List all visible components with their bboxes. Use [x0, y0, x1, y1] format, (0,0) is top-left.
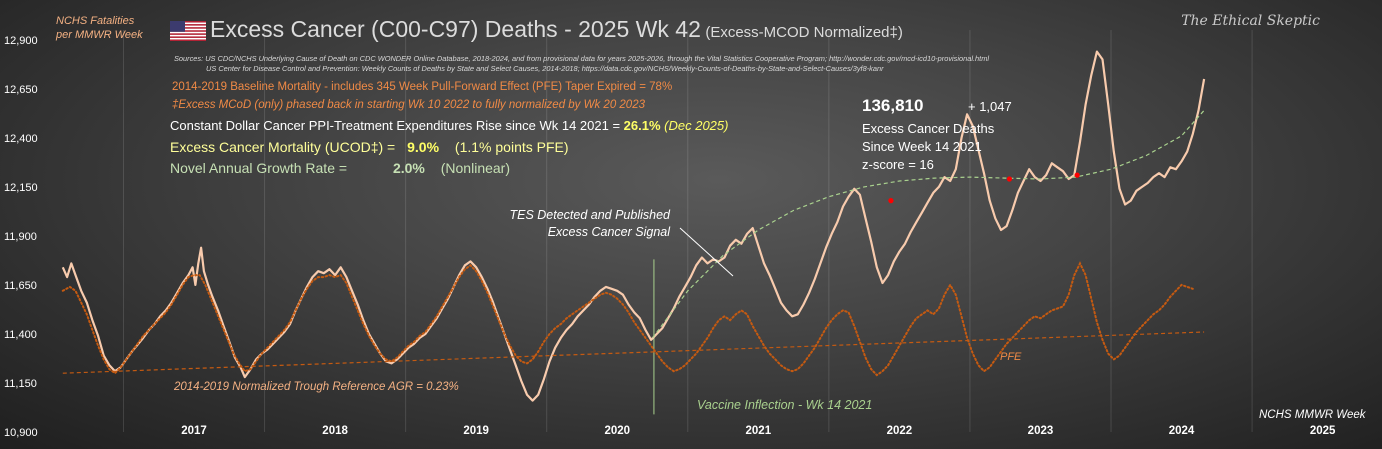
inflection-marker — [1006, 176, 1013, 182]
y-unit-line-1: NCHS Fatalities — [56, 15, 135, 27]
excess-delta: + 1,047 — [968, 99, 1012, 114]
x-axis-unit-label: NCHS MMWR Week — [1259, 409, 1366, 421]
x-tick-label: 2022 — [887, 425, 913, 437]
sources-note: Sources: US CDC/NCHS Underlying Cause of… — [174, 54, 989, 74]
y-tick-label: 12,650 — [4, 84, 38, 96]
tes-pointer-line — [679, 227, 734, 277]
chart-title: Excess Cancer (C00-C97) Deaths - 2025 Wk… — [210, 16, 701, 42]
pfe-baseline-series — [61, 261, 1194, 377]
y-tick-label: 11,400 — [4, 329, 37, 341]
chart-title-qualifier: (Excess-MCOD Normalized‡) — [705, 24, 903, 41]
excess-label-1: Excess Cancer Deaths — [862, 121, 995, 136]
growth-note: (Nonlinear) — [440, 160, 510, 176]
source-line-1: Sources: US CDC/NCHS Underlying Cause of… — [174, 54, 989, 63]
x-tick-label: 2025 — [1310, 425, 1336, 437]
excess-label-2: Since Week 14 2021 — [862, 139, 982, 154]
x-tick-label: 2019 — [463, 425, 489, 437]
growth-annotation: Novel Annual Growth Rate = 2.0% (Nonline… — [170, 160, 510, 176]
pfe-label: PFE — [1000, 351, 1022, 363]
chart-title-block: Excess Cancer (C00-C97) Deaths - 2025 Wk… — [210, 16, 903, 43]
ppi-value: 26.1% — [623, 118, 661, 133]
trough-reference-label: 2014-2019 Normalized Trough Reference AG… — [174, 381, 459, 393]
expected-trend-line — [652, 110, 1205, 339]
inflection-marker — [888, 198, 894, 204]
excess-total: 136,810 — [862, 96, 924, 115]
vaccine-inflection-label: Vaccine Inflection - Wk 14 2021 — [697, 398, 873, 412]
y-tick-label: 12,900 — [4, 35, 38, 47]
ucod-label: Excess Cancer Mortality (UCOD‡) = — [170, 139, 396, 155]
baseline-annotation: 2014-2019 Baseline Mortality - includes … — [172, 81, 673, 93]
x-tick-label: 2018 — [322, 425, 348, 437]
ppi-annotation: Constant Dollar Cancer PPI-Treatment Exp… — [170, 118, 728, 133]
tes-line-2: Excess Cancer Signal — [547, 225, 670, 239]
growth-label: Novel Annual Growth Rate = — [170, 160, 348, 176]
tes-line-1: TES Detected and Published — [509, 208, 670, 222]
y-tick-label: 11,650 — [4, 280, 37, 292]
y-unit-line-2: per MMWR Week — [56, 29, 143, 41]
mcod-annotation: ‡Excess MCoD (only) phased back in start… — [172, 99, 645, 111]
y-tick-label: 12,400 — [4, 133, 38, 145]
watermark: The Ethical Skeptic — [1181, 13, 1320, 29]
x-tick-label: 2023 — [1028, 425, 1054, 437]
ucod-value: 9.0% — [407, 139, 440, 155]
y-tick-label: 12,150 — [4, 182, 38, 194]
tes-annotation: TES Detected and Published Excess Cancer… — [480, 207, 670, 241]
x-tick-label: 2021 — [746, 425, 772, 437]
ppi-note: (Dec 2025) — [664, 118, 729, 133]
growth-value: 2.0% — [392, 160, 425, 176]
z-score: z-score = 16 — [862, 157, 934, 172]
inflection-marker — [1074, 172, 1080, 178]
ucod-annotation: Excess Cancer Mortality (UCOD‡) = 9.0% (… — [170, 139, 569, 155]
y-tick-label: 10,900 — [4, 427, 38, 439]
ppi-text: Constant Dollar Cancer PPI-Treatment Exp… — [170, 118, 621, 133]
ucod-note: (1.1% points PFE) — [454, 139, 569, 155]
trough-reference-line — [62, 331, 1205, 374]
us-flag-icon — [170, 21, 206, 41]
y-tick-label: 11,900 — [4, 231, 37, 243]
x-tick-label: 2024 — [1169, 425, 1195, 437]
y-tick-label: 11,150 — [4, 378, 37, 390]
x-tick-label: 2017 — [181, 425, 207, 437]
x-tick-label: 2020 — [604, 425, 630, 437]
y-axis-unit-label: NCHS Fatalities per MMWR Week — [56, 14, 143, 42]
source-line-2: US Center for Disease Control and Preven… — [206, 64, 884, 73]
